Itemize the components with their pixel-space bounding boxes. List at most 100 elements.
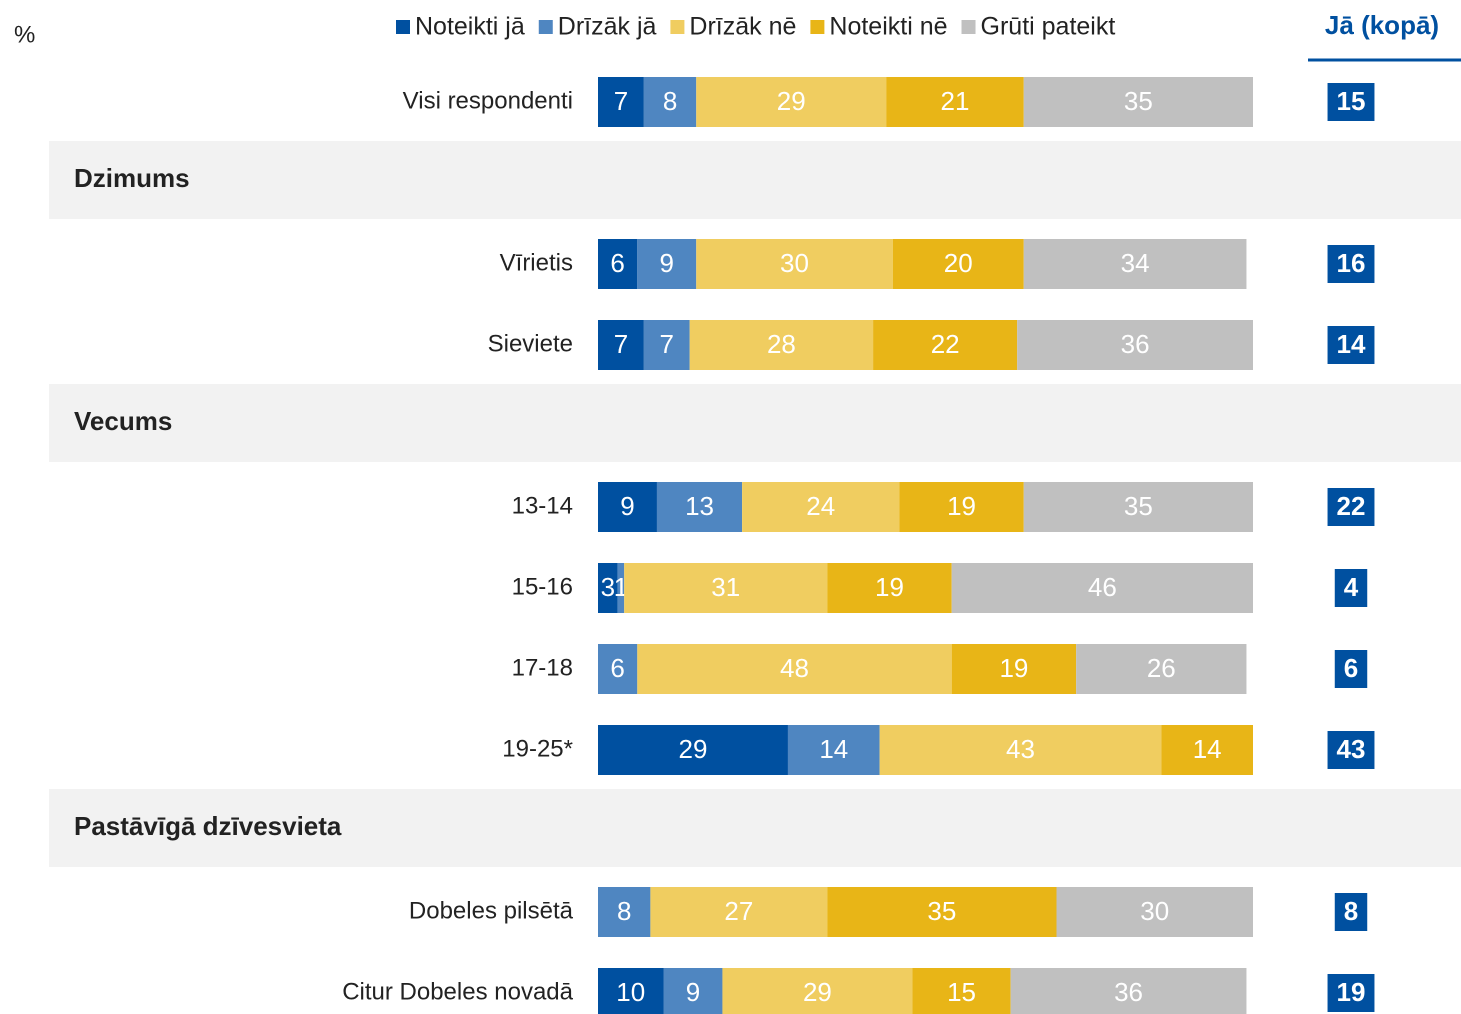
bar-segment [598, 968, 664, 1014]
total-label: 43 [1337, 734, 1366, 764]
value-label: 14 [819, 734, 848, 764]
value-label: 30 [1140, 896, 1169, 926]
bar-segment [912, 968, 1011, 1014]
total-box [1334, 569, 1368, 607]
value-label: 20 [944, 248, 973, 278]
bar-segment [598, 482, 657, 532]
bar-segment [598, 320, 644, 370]
bar-segment [643, 77, 697, 127]
bar-segment [1056, 887, 1253, 937]
bar-segment [637, 239, 697, 289]
section-band [49, 384, 1461, 462]
bar-segment [1023, 482, 1253, 532]
section-label: Dzimums [74, 163, 190, 193]
bar-segment [951, 563, 1253, 613]
bar-segment [598, 239, 638, 289]
bar-segment [598, 725, 788, 775]
bar-segment [1017, 320, 1253, 370]
category-label: Visi respondenti [403, 87, 573, 114]
bar-segment [787, 725, 880, 775]
section-label: Vecums [74, 406, 172, 436]
total-label: 8 [1344, 896, 1358, 926]
value-label: 31 [711, 572, 740, 602]
total-box [1327, 731, 1375, 769]
value-label: 7 [614, 86, 628, 116]
value-label: 3 [601, 572, 615, 602]
value-label: 10 [616, 977, 645, 1007]
total-box [1327, 974, 1375, 1012]
value-label: 9 [660, 248, 674, 278]
legend-swatch [961, 20, 976, 34]
value-label: 35 [1124, 491, 1153, 521]
value-label: 26 [1147, 653, 1176, 683]
legend-label: Drīzāk jā [558, 13, 657, 41]
bar-segment [1161, 725, 1253, 775]
bar-segment [742, 482, 900, 532]
total-box [1327, 245, 1375, 283]
value-label: 7 [660, 329, 674, 359]
total-box [1327, 488, 1375, 526]
legend-swatch [810, 20, 825, 34]
category-label: 17-18 [512, 654, 573, 681]
value-label: 35 [1124, 86, 1153, 116]
value-label: 6 [610, 248, 624, 278]
legend-swatch [396, 20, 410, 34]
category-label: 19-25* [502, 735, 573, 762]
bar-segment [1023, 77, 1253, 127]
value-label: 48 [780, 653, 809, 683]
value-label: 9 [620, 491, 634, 521]
legend-label: Noteikti nē [829, 13, 947, 41]
bar-segment [643, 320, 690, 370]
bar-segment [598, 644, 638, 694]
total-label: 14 [1337, 329, 1366, 359]
total-label: 6 [1344, 653, 1358, 683]
value-label: 15 [947, 977, 976, 1007]
value-label: 7 [614, 329, 628, 359]
value-label: 8 [663, 86, 677, 116]
legend-swatch [670, 20, 685, 34]
total-label: 16 [1337, 248, 1366, 278]
value-label: 27 [724, 896, 753, 926]
category-label: Vīrietis [500, 249, 573, 276]
value-label: 8 [617, 896, 631, 926]
category-label: 15-16 [512, 573, 573, 600]
value-label: 43 [1006, 734, 1035, 764]
category-label: Citur Dobeles novadā [342, 978, 573, 1005]
bar-segment [696, 239, 893, 289]
total-box [1327, 83, 1375, 121]
value-label: 19 [947, 491, 976, 521]
value-label: 19 [875, 572, 904, 602]
value-label: 9 [686, 977, 700, 1007]
category-label: Dobeles pilsētā [409, 897, 574, 924]
bar-segment [696, 77, 887, 127]
category-label: Sieviete [488, 330, 573, 357]
section-band [49, 141, 1461, 219]
value-label: 13 [685, 491, 714, 521]
total-label: 15 [1337, 86, 1366, 116]
bar-segment [637, 644, 952, 694]
value-label: 29 [803, 977, 832, 1007]
bar-segment [624, 563, 828, 613]
bar-segment [689, 320, 874, 370]
value-label: 28 [767, 329, 796, 359]
bar-segment [873, 320, 1018, 370]
value-label: 36 [1114, 977, 1143, 1007]
section-label: Pastāvīgā dzīvesvieta [74, 811, 342, 841]
value-label: 21 [941, 86, 970, 116]
value-label: 22 [931, 329, 960, 359]
bar-segment [617, 563, 625, 613]
value-label: 35 [927, 896, 956, 926]
value-label: 19 [999, 653, 1028, 683]
bar-segment [656, 482, 743, 532]
bar-segment [827, 887, 1057, 937]
value-label: 29 [679, 734, 708, 764]
value-label: 6 [610, 653, 624, 683]
legend-swatch [538, 20, 553, 34]
value-label: 29 [777, 86, 806, 116]
section-band [49, 789, 1461, 867]
total-label: 22 [1337, 491, 1366, 521]
legend-label: Drīzāk nē [689, 13, 796, 41]
bar-segment [650, 887, 828, 937]
unit-label: % [14, 21, 35, 48]
